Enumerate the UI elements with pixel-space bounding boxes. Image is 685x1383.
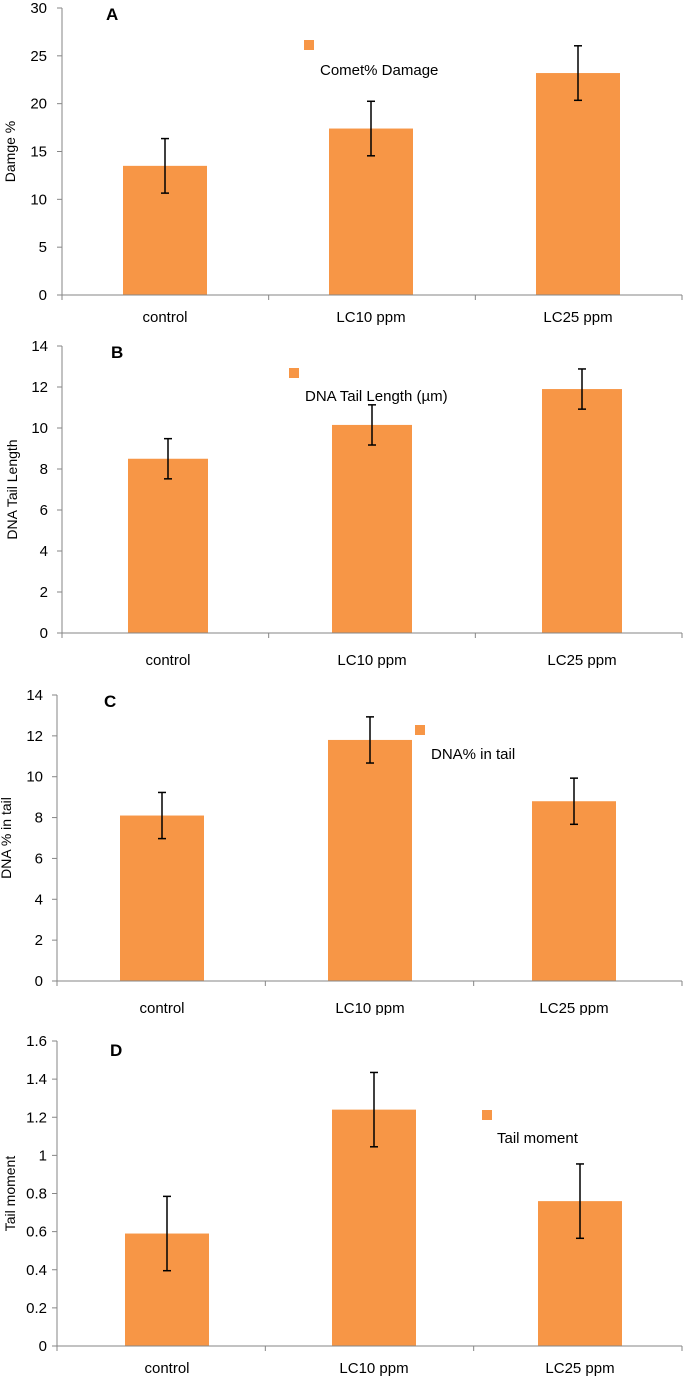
y-tick-label: 0 (39, 1338, 47, 1355)
bar-lc25-ppm (532, 801, 616, 981)
x-category-label: LC25 ppm (539, 1000, 608, 1015)
y-axis-title: DNA Tail Length (4, 439, 20, 539)
legend-label: DNA Tail Length (µm) (305, 388, 448, 405)
bar-control (120, 815, 204, 981)
x-category-label: LC10 ppm (336, 309, 405, 326)
y-tick-label: 15 (30, 144, 47, 161)
y-tick-label: 0 (40, 625, 48, 642)
legend-swatch (415, 725, 425, 735)
x-category-label: LC25 ppm (545, 1360, 614, 1377)
error-bar (164, 437, 172, 480)
x-category-label: LC25 ppm (543, 309, 612, 326)
error-bar (578, 368, 586, 410)
y-tick-label: 12 (31, 379, 48, 396)
panel-c-chart: 0 2 4 6 8 10 12 14 control LC10 ppm LC25 ppm DNA % … (0, 675, 685, 1017)
x-category-label: control (139, 1000, 184, 1015)
x-category-label: LC10 ppm (335, 1000, 404, 1015)
y-tick-label: 0 (39, 287, 47, 304)
y-tick-label: 6 (35, 850, 43, 867)
y-tick-label: 20 (30, 96, 47, 113)
panel-a-svg: 0 5 10 15 20 25 30 control LC10 ppm LC25 ppm Damge… (2, 0, 683, 326)
y-tick-label: 1.6 (26, 1033, 47, 1050)
y-tick-label: 5 (39, 239, 47, 256)
error-bar (368, 404, 376, 446)
y-tick-label: 10 (31, 420, 48, 437)
y-tick-label: 14 (31, 338, 48, 355)
panel-b-chart: 0 2 4 6 8 10 12 14 control LC10 ppm LC25 ppm DNA Ta… (0, 335, 685, 675)
panel-a-chart: 0 5 10 15 20 25 30 control LC10 ppm LC25 ppm Damge… (0, 0, 685, 335)
y-tick-label: 12 (26, 728, 43, 745)
y-tick-label: 14 (26, 687, 43, 704)
bar-lc25-ppm (542, 389, 622, 633)
y-tick-label: 10 (30, 191, 47, 208)
y-tick-label: 8 (40, 461, 48, 478)
y-tick-label: 0.4 (26, 1262, 47, 1279)
bar-lc10-ppm (332, 1109, 416, 1346)
y-tick-label: 1.4 (26, 1071, 47, 1088)
y-tick-label: 1 (39, 1147, 47, 1164)
x-category-label: control (144, 1360, 189, 1377)
y-axis-title: Damge % (2, 121, 18, 182)
legend-label: Tail moment (497, 1130, 579, 1147)
legend-swatch (482, 1110, 492, 1120)
error-bar (367, 100, 375, 157)
panel-b-svg: 0 2 4 6 8 10 12 14 control LC10 ppm LC25 ppm DNA Ta… (4, 338, 683, 669)
error-bar (576, 1163, 584, 1240)
panel-letter: D (110, 1041, 122, 1060)
panel-c-svg: 0 2 4 6 8 10 12 14 control LC10 ppm LC25 ppm DNA % … (0, 687, 683, 1017)
y-tick-label: 0.2 (26, 1300, 47, 1317)
error-bar (158, 791, 166, 840)
error-bar (574, 45, 582, 102)
panel-d-chart: 0 0.2 0.4 0.6 0.8 1 1.2 1.4 1.6 control LC10 ppm LC… (0, 1015, 685, 1378)
panel-d-svg: 0 0.2 0.4 0.6 0.8 1 1.2 1.4 1.6 control LC10 ppm LC… (2, 1033, 683, 1377)
y-tick-label: 1.2 (26, 1109, 47, 1126)
legend-label: DNA% in tail (431, 746, 515, 763)
y-tick-label: 8 (35, 810, 43, 827)
bar-control (128, 458, 208, 633)
bar-lc25-ppm (536, 73, 620, 295)
error-bar (163, 1195, 171, 1272)
y-tick-label: 2 (35, 932, 43, 949)
y-axis-title: DNA % in tail (0, 797, 14, 879)
y-tick-label: 30 (30, 0, 47, 17)
panel-letter: C (104, 692, 116, 711)
bar-lc10-ppm (332, 424, 412, 633)
panel-letter: A (106, 5, 118, 24)
x-category-label: LC10 ppm (337, 652, 406, 669)
y-tick-label: 6 (40, 502, 48, 519)
legend-swatch (304, 40, 314, 50)
legend-swatch (289, 368, 299, 378)
bar-lc10-ppm (328, 739, 412, 981)
legend-label: Comet% Damage (320, 62, 438, 79)
y-tick-label: 4 (40, 543, 48, 560)
y-axis-title: Tail moment (2, 1156, 18, 1232)
panel-letter: B (111, 343, 123, 362)
error-bar (370, 1071, 378, 1148)
y-tick-label: 2 (40, 584, 48, 601)
y-tick-label: 0 (35, 973, 43, 990)
x-category-label: LC10 ppm (339, 1360, 408, 1377)
error-bar (161, 137, 169, 194)
y-tick-label: 25 (30, 48, 47, 65)
x-category-label: LC25 ppm (547, 652, 616, 669)
y-tick-label: 4 (35, 891, 43, 908)
y-tick-label: 0.8 (26, 1186, 47, 1203)
y-tick-label: 0.6 (26, 1224, 47, 1241)
error-bar (366, 716, 374, 764)
error-bar (570, 777, 578, 826)
y-tick-label: 10 (26, 769, 43, 786)
x-category-label: control (145, 652, 190, 669)
x-category-label: control (142, 309, 187, 326)
